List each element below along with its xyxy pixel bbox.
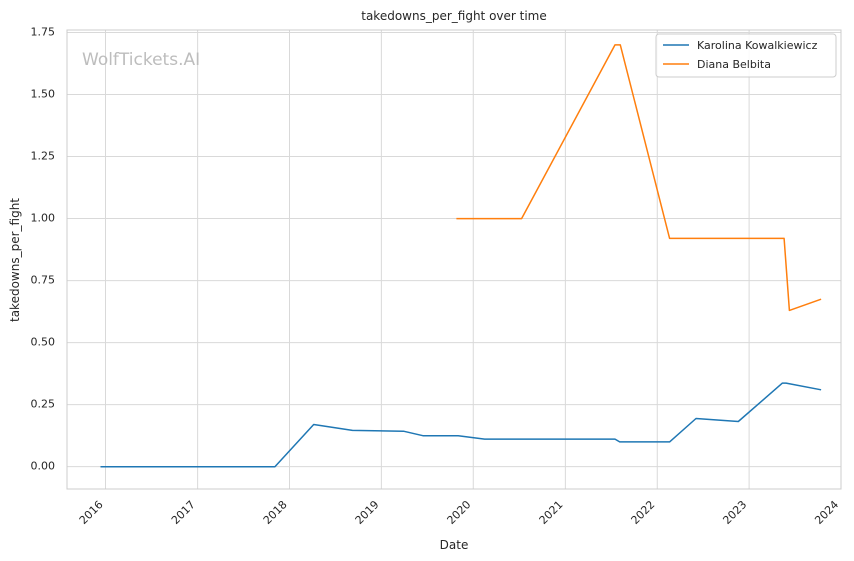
series-line-karolina-kowalkiewicz: [100, 382, 822, 468]
y-tick-label: 0.25: [31, 398, 56, 411]
legend-label-diana-belbita: Diana Belbita: [697, 58, 771, 71]
chart-title: takedowns_per_fight over time: [361, 9, 547, 23]
y-tick-label: 1.25: [31, 150, 56, 163]
y-axis-label: takedowns_per_fight: [8, 198, 22, 322]
watermark: WolfTickets.AI: [82, 50, 200, 70]
plot-frame: [66, 29, 842, 490]
y-tick-label: 1.50: [31, 88, 56, 101]
y-tick-label: 0.50: [31, 336, 56, 349]
legend-box: [655, 33, 837, 78]
series-line-diana-belbita: [456, 44, 822, 312]
x-axis-label: Date: [440, 538, 469, 552]
y-tick-labels: 0.00 0.25 0.50 0.75 1.00 1.25 1.50 1.75: [31, 25, 56, 472]
legend-label-karolina-kowalkiewicz: Karolina Kowalkiewicz: [697, 39, 818, 52]
y-tick-label: 1.75: [31, 25, 56, 38]
y-tick-label: 1.00: [31, 212, 56, 225]
y-tick-label: 0.75: [31, 274, 56, 287]
plot-lines: [100, 44, 822, 468]
y-tick-label: 0.00: [31, 460, 56, 473]
legend: Karolina Kowalkiewicz Diana Belbita: [655, 33, 837, 78]
